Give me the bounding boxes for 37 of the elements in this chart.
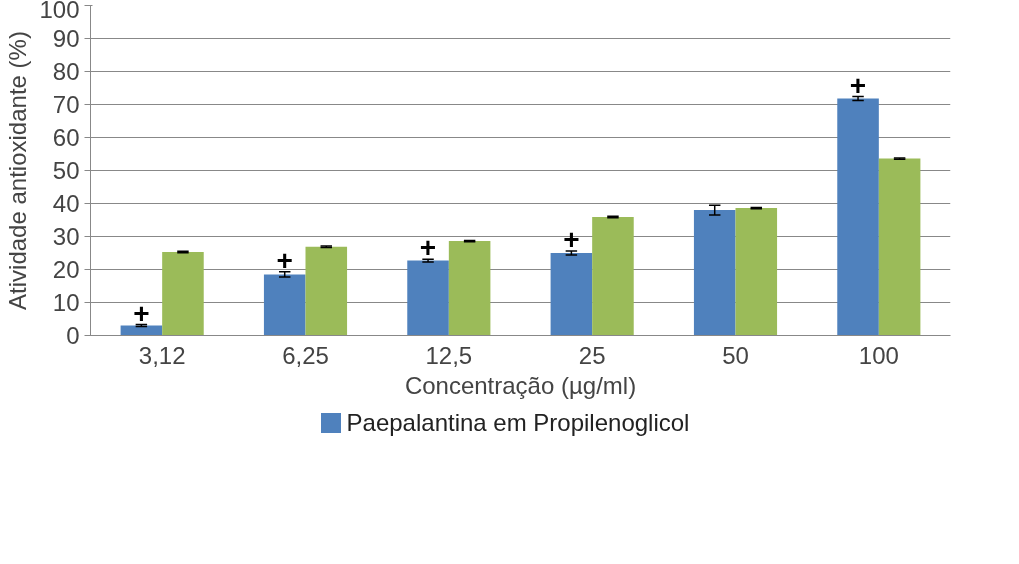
x-tick-label: 3,12 [138,341,186,369]
bar [305,246,348,336]
annotation: + [563,224,580,256]
bar [263,274,306,336]
bar [162,252,204,336]
y-tick-label: 20 [52,256,80,283]
bar [448,241,491,336]
x-tick-label: 100 [858,341,899,369]
y-tick-label: 40 [52,190,80,217]
bar [550,253,593,336]
y-tick-label: 60 [52,124,80,151]
bar [592,217,634,336]
bar [878,158,921,336]
bar [693,210,736,336]
annotation: + [419,232,437,264]
x-tick-label: 25 [578,341,606,369]
annotation: + [133,297,150,329]
y-tick-label: 30 [52,223,80,250]
y-tick-label: 0 [66,322,80,349]
legend-label: Paepalantina em Propilenoglicol [345,408,690,438]
y-tick-label: 50 [52,157,80,184]
x-axis-title: Concentração (µg/ml) [404,371,637,399]
bar [120,325,163,336]
bar [837,98,879,336]
y-tick-label: 90 [52,25,80,52]
y-tick-label: 80 [52,58,80,85]
x-tick-label: 12,5 [425,341,473,369]
y-tick-label: 100 [39,0,80,23]
bar [735,208,778,336]
y-tick-label: 10 [52,289,80,316]
x-tick-label: 50 [722,341,749,369]
bar [407,260,449,336]
annotation: + [276,244,293,276]
y-tick-label: 70 [52,91,80,118]
annotation: + [849,69,867,101]
y-axis-title: Atividade antioxidante (%) [4,31,32,310]
x-tick-label: 6,25 [282,341,329,369]
